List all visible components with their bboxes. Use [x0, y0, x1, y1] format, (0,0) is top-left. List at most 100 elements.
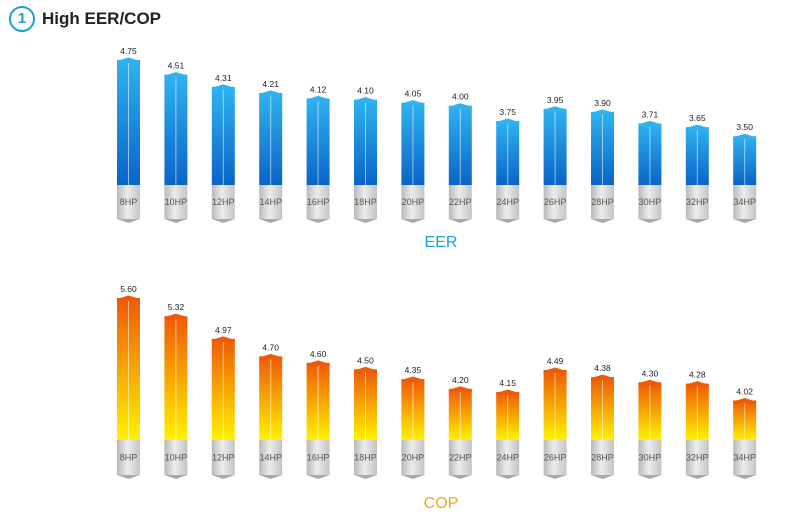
eer-bar-base-point — [448, 219, 472, 223]
eer-category-label: 12HP — [212, 197, 235, 207]
cop-value-label: 4.28 — [689, 370, 706, 380]
eer-category-label: 32HP — [686, 197, 709, 207]
cop-bar-base-point — [591, 475, 614, 479]
cop-bar-base-point — [733, 475, 757, 479]
cop-category-label: 22HP — [449, 453, 472, 463]
eer-bar-base-point — [401, 219, 425, 223]
eer-category-label: 34HP — [733, 197, 756, 207]
eer-bar-base-point — [259, 219, 283, 223]
eer-value-label: 3.65 — [689, 113, 706, 123]
cop-category-label: 12HP — [212, 453, 235, 463]
eer-value-label: 3.95 — [547, 95, 564, 105]
eer-bar-cap — [638, 120, 662, 127]
cop-category-label: 26HP — [544, 453, 567, 463]
cop-value-label: 4.97 — [215, 325, 232, 335]
cop-bar-base — [591, 440, 614, 475]
cop-bar-base-point — [496, 475, 520, 479]
cop-bar-base-point — [401, 475, 425, 479]
cop-bar-base — [638, 440, 662, 475]
cop-value-label: 4.38 — [594, 363, 611, 373]
cop-bar-base-point — [306, 475, 330, 479]
eer-bar-base-point — [306, 219, 330, 223]
cop-bar-base — [117, 440, 140, 475]
cop-value-label: 4.30 — [642, 368, 659, 378]
eer-bar-base-point — [164, 219, 188, 223]
eer-value-label: 3.90 — [594, 98, 611, 108]
section-number-badge: 1 — [9, 6, 35, 32]
eer-value-label: 4.05 — [405, 89, 422, 99]
eer-bar-cap — [211, 84, 235, 90]
eer-category-label: 10HP — [165, 197, 188, 207]
eer-bar-base-point — [211, 219, 235, 223]
cop-bar-base-point — [354, 475, 377, 479]
cop-bar-base-point — [211, 475, 235, 479]
eer-bar-base — [401, 185, 425, 219]
cop-category-label: 20HP — [402, 453, 425, 463]
cop-bar-cap — [448, 386, 472, 392]
cop-value-label: 4.70 — [262, 342, 279, 352]
eer-bar-base-point — [733, 219, 757, 223]
eer-bar-base-point — [543, 219, 567, 223]
eer-bar-base-point — [685, 219, 709, 223]
eer-bar-base — [496, 185, 520, 219]
cop-bar-cap — [543, 367, 567, 373]
cop-bar-base — [685, 440, 709, 475]
eer-bar-base — [354, 185, 377, 219]
eer-bar-base — [638, 185, 662, 219]
cop-bar-base — [354, 440, 377, 475]
eer-bar-cap — [543, 106, 567, 112]
cop-bar-cap — [401, 376, 425, 383]
eer-bar-base-point — [117, 219, 140, 223]
eer-bar-base-point — [591, 219, 614, 223]
eer-chart-title: EER — [425, 234, 458, 251]
cop-bar-base — [733, 440, 757, 475]
eer-value-label: 4.31 — [215, 73, 232, 83]
eer-category-label: 28HP — [591, 197, 614, 207]
eer-bar-base-point — [638, 219, 662, 223]
eer-value-label: 4.21 — [262, 79, 279, 89]
eer-value-label: 4.00 — [452, 92, 469, 102]
cop-bar-base-point — [164, 475, 188, 479]
eer-category-label: 8HP — [120, 197, 138, 207]
eer-value-label: 4.51 — [168, 61, 185, 71]
eer-bar-cap — [354, 97, 377, 103]
cop-category-label: 14HP — [259, 453, 282, 463]
cop-category-label: 28HP — [591, 453, 614, 463]
eer-bar-cap — [448, 103, 472, 109]
cop-value-label: 4.60 — [310, 349, 327, 359]
section-header: 1 High EER/COP — [9, 6, 161, 32]
cop-bar-base-point — [448, 475, 472, 479]
section-title: High EER/COP — [42, 9, 162, 28]
eer-bar-base — [543, 185, 567, 219]
cop-bar-cap — [306, 360, 330, 366]
cop-category-label: 32HP — [686, 453, 709, 463]
cop-value-label: 5.32 — [168, 302, 185, 312]
cop-value-label: 4.15 — [499, 378, 516, 388]
cop-value-label: 5.60 — [120, 284, 137, 294]
cop-bar-base-point — [117, 475, 140, 479]
eer-bar-base — [211, 185, 235, 219]
cop-bar-cap — [638, 379, 662, 386]
cop-chart-title: COP — [424, 495, 459, 512]
eer-bar-cap — [164, 72, 188, 78]
eer-value-label: 4.10 — [357, 86, 374, 96]
cop-bar-base-point — [638, 475, 662, 479]
cop-value-label: 4.35 — [405, 365, 422, 375]
eer-bar-base — [591, 185, 614, 219]
cop-bar-cap — [733, 397, 757, 404]
cop-bar-base — [401, 440, 425, 475]
eer-category-label: 30HP — [639, 197, 662, 207]
cop-bar-base — [448, 440, 472, 475]
eer-bar-base — [685, 185, 709, 219]
cop-category-label: 18HP — [354, 453, 377, 463]
eer-bar-base — [259, 185, 283, 219]
cop-value-label: 4.20 — [452, 375, 469, 385]
eer-bar-base — [448, 185, 472, 219]
cop-bar-base — [543, 440, 567, 475]
eer-bar-base — [117, 185, 140, 219]
eer-value-label: 3.71 — [642, 109, 659, 119]
eer-bar-cap — [496, 118, 520, 124]
cop-bar-base-point — [259, 475, 283, 479]
cop-bar-cap — [496, 389, 520, 396]
